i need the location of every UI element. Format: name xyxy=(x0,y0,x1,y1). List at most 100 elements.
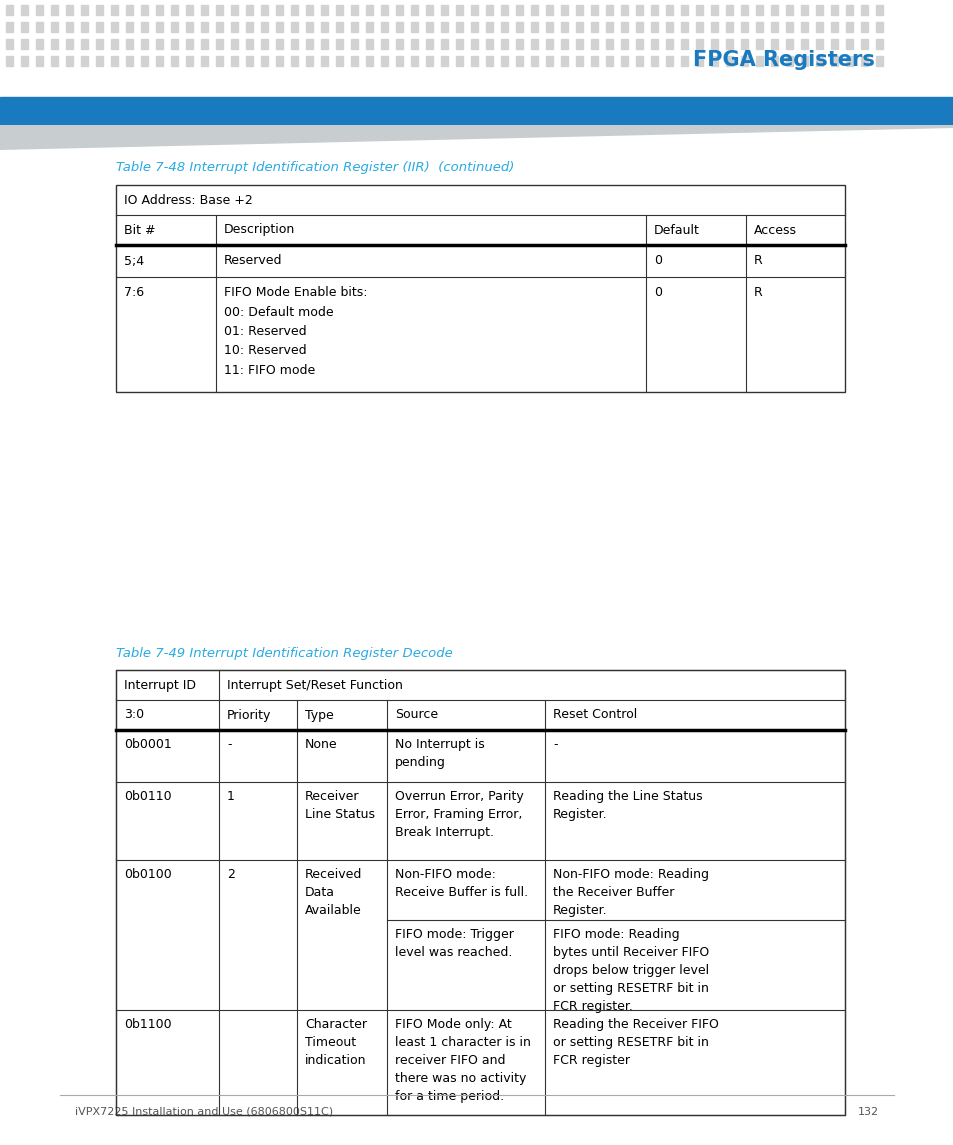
Bar xyxy=(830,22,837,32)
Bar xyxy=(36,5,43,15)
Bar xyxy=(485,22,493,32)
Bar xyxy=(231,39,237,49)
Text: Overrun Error, Parity
Error, Framing Error,
Break Interrupt.: Overrun Error, Parity Error, Framing Err… xyxy=(395,790,523,839)
Text: Bit #: Bit # xyxy=(124,223,155,237)
Bar xyxy=(500,5,507,15)
Bar xyxy=(650,22,658,32)
Bar xyxy=(246,39,253,49)
Bar xyxy=(545,56,553,66)
Text: Received
Data
Available: Received Data Available xyxy=(305,868,362,917)
Bar xyxy=(875,5,882,15)
Bar xyxy=(801,5,807,15)
Bar xyxy=(246,56,253,66)
Bar xyxy=(51,22,58,32)
Bar xyxy=(755,22,762,32)
Bar xyxy=(620,56,627,66)
Bar xyxy=(545,39,553,49)
Text: Reserved: Reserved xyxy=(224,254,282,268)
Bar xyxy=(320,22,328,32)
Bar xyxy=(351,56,357,66)
Bar xyxy=(171,5,178,15)
Bar xyxy=(740,56,747,66)
Bar xyxy=(545,22,553,32)
Bar xyxy=(51,39,58,49)
Bar xyxy=(590,22,598,32)
Bar xyxy=(725,22,732,32)
Bar xyxy=(411,39,417,49)
Bar xyxy=(620,39,627,49)
Bar xyxy=(815,56,822,66)
Bar xyxy=(665,22,672,32)
Bar xyxy=(680,56,687,66)
Bar xyxy=(261,22,268,32)
Bar xyxy=(171,39,178,49)
Bar xyxy=(456,56,462,66)
Bar xyxy=(845,22,852,32)
Bar xyxy=(21,22,28,32)
Bar xyxy=(156,56,163,66)
Bar xyxy=(680,39,687,49)
Bar xyxy=(861,56,867,66)
Bar xyxy=(620,22,627,32)
Bar xyxy=(545,5,553,15)
Bar xyxy=(725,39,732,49)
Bar xyxy=(710,22,718,32)
Bar xyxy=(516,5,522,15)
Text: No Interrupt is
pending: No Interrupt is pending xyxy=(395,739,484,769)
Bar xyxy=(426,39,433,49)
Text: Interrupt ID: Interrupt ID xyxy=(124,679,195,692)
Bar xyxy=(275,22,283,32)
Text: Receiver
Line Status: Receiver Line Status xyxy=(305,790,375,821)
Bar xyxy=(96,22,103,32)
Bar xyxy=(81,39,88,49)
Text: 5;4: 5;4 xyxy=(124,254,144,268)
Bar xyxy=(111,56,118,66)
Bar xyxy=(485,39,493,49)
Text: 3:0: 3:0 xyxy=(124,709,144,721)
Bar xyxy=(650,5,658,15)
Bar xyxy=(231,56,237,66)
Bar xyxy=(291,56,297,66)
Bar xyxy=(680,5,687,15)
Bar xyxy=(560,39,567,49)
Bar xyxy=(395,5,402,15)
Bar xyxy=(696,39,702,49)
Bar xyxy=(605,22,613,32)
Bar xyxy=(81,5,88,15)
Bar xyxy=(21,39,28,49)
Bar xyxy=(620,5,627,15)
Bar xyxy=(111,39,118,49)
Bar xyxy=(590,56,598,66)
Bar xyxy=(426,56,433,66)
Bar xyxy=(830,39,837,49)
Bar xyxy=(81,56,88,66)
Text: FIFO Mode only: At
least 1 character is in
receiver FIFO and
there was no activi: FIFO Mode only: At least 1 character is … xyxy=(395,1018,530,1103)
Bar xyxy=(471,5,477,15)
Bar xyxy=(380,56,388,66)
Bar xyxy=(680,22,687,32)
Text: Source: Source xyxy=(395,709,437,721)
Bar xyxy=(785,39,792,49)
Text: 2: 2 xyxy=(227,868,234,881)
Bar xyxy=(785,56,792,66)
Bar xyxy=(755,56,762,66)
Bar xyxy=(755,5,762,15)
Bar xyxy=(291,39,297,49)
Bar xyxy=(650,39,658,49)
Text: Interrupt Set/Reset Function: Interrupt Set/Reset Function xyxy=(227,679,402,692)
Bar xyxy=(231,5,237,15)
Bar xyxy=(650,56,658,66)
Bar xyxy=(531,5,537,15)
Bar xyxy=(320,39,328,49)
Bar xyxy=(411,56,417,66)
Bar xyxy=(636,5,642,15)
Bar xyxy=(830,56,837,66)
Bar xyxy=(605,5,613,15)
Text: Table 7-49 Interrupt Identification Register Decode: Table 7-49 Interrupt Identification Regi… xyxy=(116,647,453,660)
Bar xyxy=(725,5,732,15)
Bar xyxy=(275,39,283,49)
Text: 7:6: 7:6 xyxy=(124,286,144,299)
Bar xyxy=(665,39,672,49)
Bar xyxy=(815,22,822,32)
Bar xyxy=(440,22,448,32)
